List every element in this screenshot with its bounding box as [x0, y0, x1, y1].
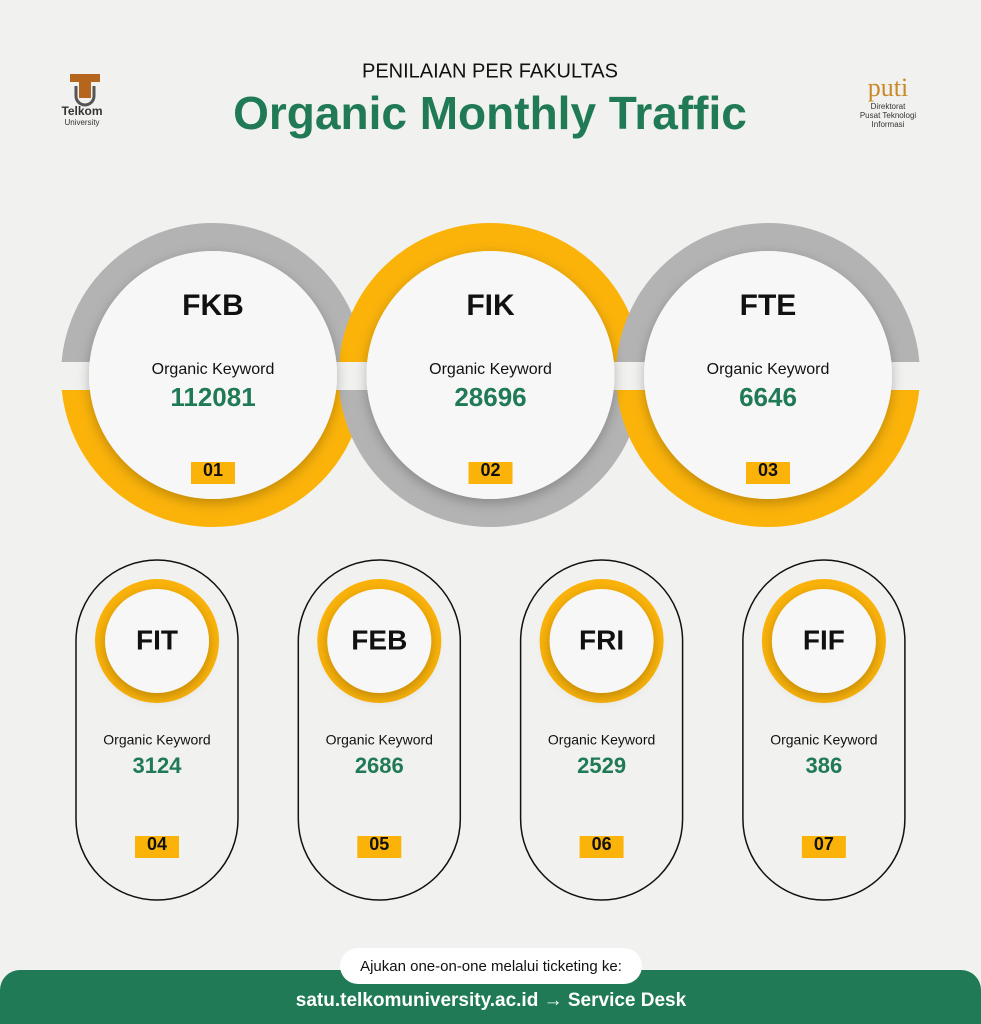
logo-line: Direktorat [871, 102, 906, 111]
title: Organic Monthly Traffic [233, 87, 747, 139]
footer-band [0, 970, 981, 1024]
inner-circle [366, 251, 615, 499]
metric-value: 3124 [133, 753, 183, 778]
metric-value: 2686 [355, 753, 404, 778]
rank-badge [191, 462, 235, 484]
inner-circle [105, 589, 209, 693]
faculty-card: FTE Organic Keyword 6646 03 [644, 251, 892, 499]
card-outline [297, 559, 462, 901]
rank: 05 [369, 834, 389, 854]
inner-circle [644, 251, 892, 499]
subtitle: PENILAIAN PER FAKULTAS [362, 60, 618, 82]
card-outline [75, 559, 239, 901]
card-outline [519, 559, 684, 901]
metric-label: Organic Keyword [103, 732, 210, 748]
footer-pill [340, 948, 642, 984]
ring-bottom [61, 390, 365, 527]
inner-circle [771, 589, 876, 693]
rank: 07 [814, 834, 834, 854]
rank: 02 [480, 460, 500, 480]
logo-left: Telkom University [61, 74, 103, 127]
rank: 06 [592, 834, 612, 854]
top-row: FKB Organic Keyword 112081 01 FIK Organic Key… [61, 223, 920, 527]
rank: 04 [147, 834, 167, 854]
metric-label: Organic Keyword [429, 361, 552, 378]
logo-name: Telkom [61, 104, 102, 118]
faculty-name: FIF [803, 624, 845, 655]
metric-label: Organic Keyword [707, 361, 830, 378]
faculty-card: FKB Organic Keyword 112081 01 [89, 251, 337, 499]
bottom-row: FIT Organic Keyword 3124 04 FEB Organic Keywo… [75, 559, 906, 901]
rank-badge [357, 836, 402, 858]
faculty-name: FIT [136, 624, 178, 655]
ring-top [339, 223, 642, 362]
metric-value: 112081 [170, 382, 255, 412]
faculty-card: FEB Organic Keyword 2686 05 [297, 559, 462, 901]
inner-circle [327, 589, 432, 693]
card-outline [742, 559, 906, 901]
faculty-card: FIT Organic Keyword 3124 04 [75, 559, 239, 901]
logo-right: puti Direktorat Pusat Teknologi Informas… [860, 73, 917, 129]
metric-label: Organic Keyword [770, 732, 877, 748]
metric-value: 2529 [577, 753, 626, 778]
logo-line: Pusat Teknologi [860, 111, 917, 120]
logo-line: Informasi [872, 120, 905, 129]
metric-value: 386 [806, 753, 843, 778]
metric-label: Organic Keyword [548, 732, 655, 748]
rank-badge [468, 462, 513, 484]
ring-top [61, 223, 365, 362]
ring-bottom [339, 390, 642, 527]
inner-circle [549, 589, 654, 693]
metric-label: Organic Keyword [152, 361, 275, 378]
faculty-name: FRI [579, 624, 624, 655]
rank: 01 [203, 460, 223, 480]
inner-circle [89, 251, 337, 499]
rank: 03 [758, 460, 778, 480]
faculty-name: FKB [182, 289, 244, 322]
rank-badge [801, 836, 846, 858]
ring-top [616, 223, 920, 362]
footer-link: satu.telkomuniversity.ac.id → Service De… [296, 990, 687, 1011]
metric-value: 6646 [739, 382, 797, 412]
faculty-card: FIF Organic Keyword 386 07 [742, 559, 906, 901]
rank-badge [746, 462, 790, 484]
logo-name: puti [868, 73, 908, 102]
faculty-card: FRI Organic Keyword 2529 06 [519, 559, 684, 901]
logo-sub: University [64, 118, 99, 127]
faculty-name: FIK [466, 289, 515, 322]
footer-note: Ajukan one-on-one melalui ticketing ke: [360, 958, 622, 975]
faculty-name: FTE [740, 289, 797, 322]
metric-value: 28696 [454, 382, 526, 412]
faculty-name: FEB [351, 624, 407, 655]
faculty-card: FIK Organic Keyword 28696 02 [366, 251, 615, 499]
ring-bottom [616, 390, 920, 527]
rank-badge [135, 836, 179, 858]
rank-badge [579, 836, 624, 858]
metric-label: Organic Keyword [326, 732, 433, 748]
